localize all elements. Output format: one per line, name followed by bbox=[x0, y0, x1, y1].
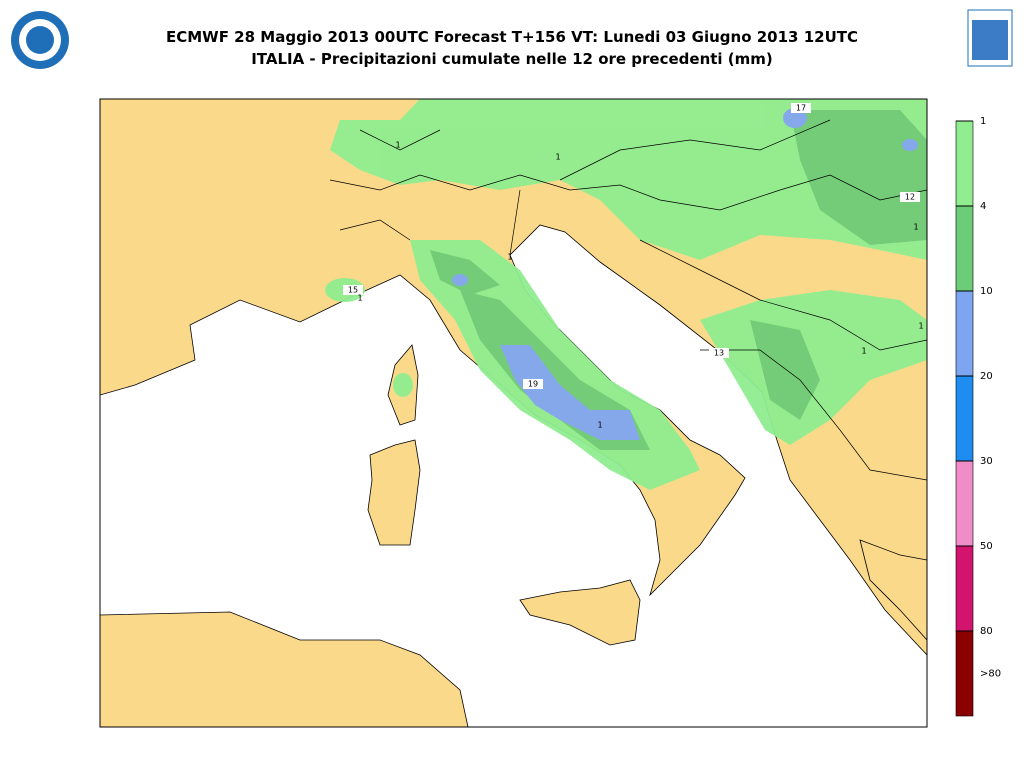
legend-swatch bbox=[955, 290, 974, 377]
logo-right bbox=[967, 9, 1013, 67]
legend: 1 4 10 20 30 50 80 >80 bbox=[955, 116, 1001, 717]
logo-left bbox=[11, 11, 69, 69]
map: 15 19 17 12 13 1 1 1 1 1 1 1 1 bbox=[100, 99, 927, 727]
map-label: 19 bbox=[528, 380, 538, 389]
legend-swatch bbox=[955, 630, 974, 717]
map-label: 17 bbox=[796, 104, 806, 113]
map-label: 1 bbox=[597, 421, 602, 430]
sea bbox=[100, 224, 927, 727]
map-label: 12 bbox=[905, 193, 915, 202]
legend-swatch bbox=[955, 460, 974, 547]
greece bbox=[859, 539, 927, 641]
map-label: 1 bbox=[555, 153, 560, 162]
legend-label: 10 bbox=[980, 286, 993, 297]
legend-label: >80 bbox=[980, 669, 1001, 680]
precipitation bbox=[325, 99, 927, 490]
legend-label: 1 bbox=[980, 116, 986, 127]
sardinia bbox=[367, 439, 421, 546]
legend-label: 4 bbox=[980, 201, 986, 212]
legend-label: 50 bbox=[980, 541, 993, 552]
map-label: 1 bbox=[395, 141, 400, 150]
map-label: 1 bbox=[357, 294, 362, 303]
legend-swatch bbox=[955, 375, 974, 462]
sicily bbox=[519, 579, 641, 646]
map-label: 1 bbox=[913, 223, 918, 232]
contour-labels: 15 19 17 12 13 1 1 1 1 1 1 1 1 bbox=[343, 103, 924, 430]
map-frame bbox=[99, 98, 928, 728]
legend-swatch bbox=[955, 545, 974, 632]
legend-swatch bbox=[955, 205, 974, 292]
map-label: 1 bbox=[861, 347, 866, 356]
legend-label: 20 bbox=[980, 371, 993, 382]
legend-swatch bbox=[955, 120, 974, 207]
title: ECMWF 28 Maggio 2013 00UTC Forecast T+15… bbox=[166, 28, 858, 46]
borders bbox=[329, 119, 927, 481]
legend-label: 80 bbox=[980, 626, 993, 637]
map-label: 1 bbox=[918, 322, 923, 331]
legend-label: 30 bbox=[980, 456, 993, 467]
africa bbox=[100, 611, 469, 727]
map-label: 13 bbox=[714, 349, 724, 358]
subtitle: ITALIA - Precipitazioni cumulate nelle 1… bbox=[251, 50, 773, 68]
map-label: 15 bbox=[348, 286, 358, 295]
map-label: 1 bbox=[507, 253, 512, 262]
